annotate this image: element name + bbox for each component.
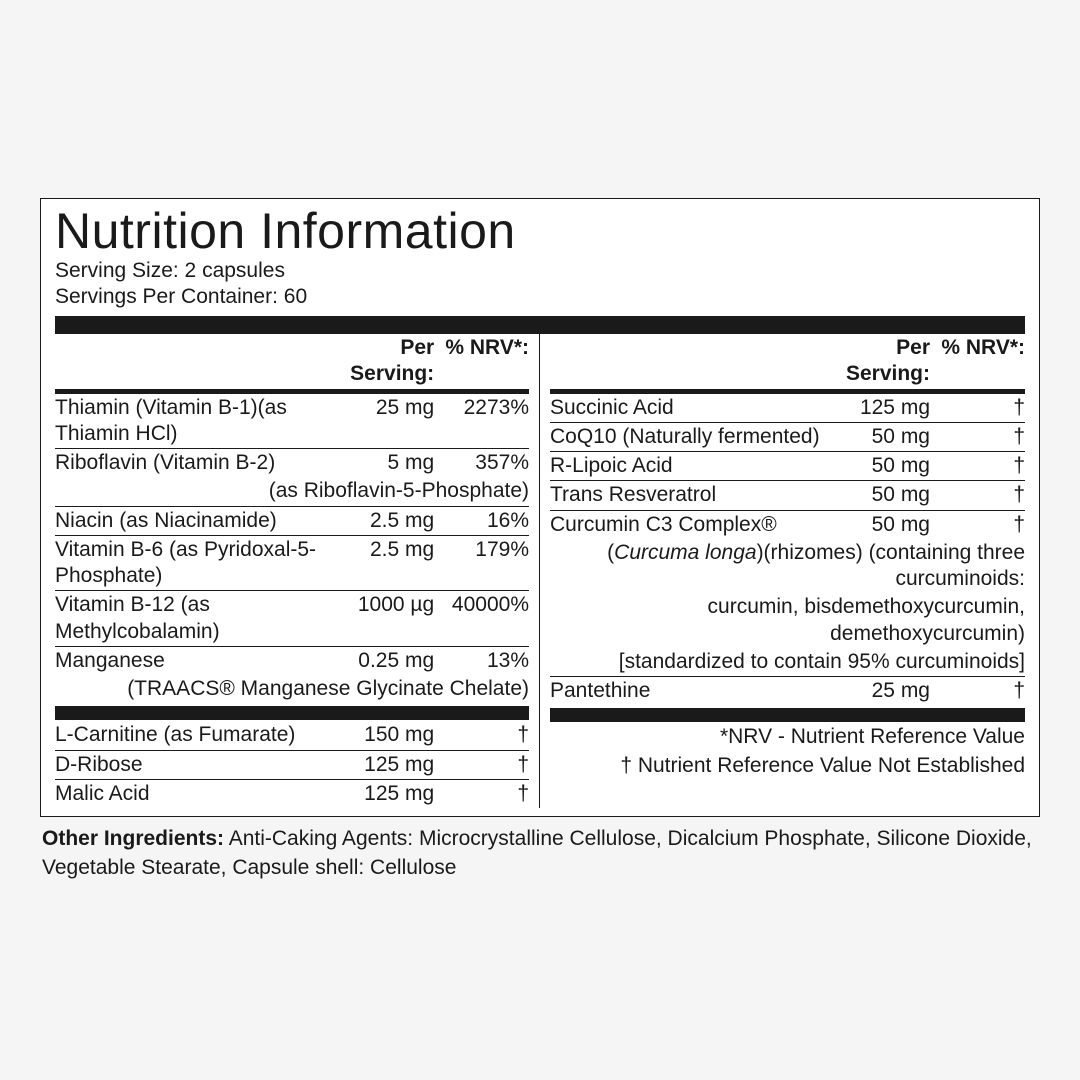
nutrient-amount: 125 mg: [826, 391, 931, 422]
nutrition-table-right: Per Serving: % NRV*: Succinic Acid125 mg…: [550, 334, 1025, 780]
nutrition-panel: Nutrition Information Serving Size: 2 ca…: [40, 198, 1040, 817]
table-row: CoQ10 (Naturally fermented)50 mg†: [550, 422, 1025, 451]
nutrient-nrv: 179%: [434, 535, 529, 591]
table-row: Niacin (as Niacinamide)2.5 mg16%: [55, 506, 529, 535]
nutrient-amount: 5 mg: [330, 449, 434, 478]
panel-title: Nutrition Information: [55, 205, 1025, 258]
nutrient-nrv: 2273%: [434, 391, 529, 449]
nutrition-panel-wrap: Nutrition Information Serving Size: 2 ca…: [40, 198, 1040, 882]
nutrient-nrv: †: [930, 481, 1025, 510]
footnote: *NRV - Nutrient Reference Value: [550, 723, 1025, 751]
header-bar: [55, 316, 1025, 334]
col-nrv: % NRV*:: [434, 334, 529, 391]
other-ingredients: Other Ingredients: Anti-Caking Agents: M…: [40, 825, 1040, 882]
nutrient-nrv: 357%: [434, 449, 529, 478]
nutrient-name: CoQ10 (Naturally fermented): [550, 422, 826, 451]
nutrient-name: Niacin (as Niacinamide): [55, 506, 330, 535]
nutrient-name: Malic Acid: [55, 779, 330, 808]
nutrient-name: Succinic Acid: [550, 391, 826, 422]
nutrient-amount: 25 mg: [330, 391, 434, 449]
col-nrv: % NRV*:: [930, 334, 1025, 391]
table-row: Malic Acid125 mg†: [55, 779, 529, 808]
nutrient-name: D-Ribose: [55, 750, 330, 779]
servings-per-container: Servings Per Container: 60: [55, 284, 1025, 310]
other-ingredients-label: Other Ingredients:: [42, 827, 224, 850]
nutrient-amount: 25 mg: [826, 677, 931, 706]
table-row: † Nutrient Reference Value Not Establish…: [550, 752, 1025, 780]
table-row: L-Carnitine (as Fumarate)150 mg†: [55, 721, 529, 750]
nutrient-amount: 50 mg: [826, 510, 931, 539]
nutrient-nrv: †: [930, 422, 1025, 451]
footnote: † Nutrient Reference Value Not Establish…: [550, 752, 1025, 780]
serving-size: Serving Size: 2 capsules: [55, 258, 1025, 284]
table-row: [standardized to contain 95% curcuminoid…: [550, 648, 1025, 677]
nutrient-subline: (Curcuma longa)(rhizomes) (containing th…: [550, 539, 1025, 594]
table-row: Manganese0.25 mg13%: [55, 646, 529, 675]
nutrient-nrv: †: [930, 677, 1025, 706]
nutrient-amount: 50 mg: [826, 452, 931, 481]
nutrient-amount: 50 mg: [826, 481, 931, 510]
table-row: curcumin, bisdemethoxycurcumin, demethox…: [550, 593, 1025, 648]
nutrient-name: Pantethine: [550, 677, 826, 706]
table-row: Thiamin (Vitamin B-1)(as Thiamin HCl)25 …: [55, 391, 529, 449]
table-row: [550, 705, 1025, 723]
nutrient-amount: 1000 µg: [330, 591, 434, 647]
table-row: Vitamin B-6 (as Pyridoxal-5-Phosphate)2.…: [55, 535, 529, 591]
nutrient-amount: 50 mg: [826, 422, 931, 451]
table-row: [55, 703, 529, 721]
nutrient-subline: (TRAACS® Manganese Glycinate Chelate): [55, 675, 529, 703]
nutrient-amount: 0.25 mg: [330, 646, 434, 675]
nutrient-nrv: 40000%: [434, 591, 529, 647]
table-row: (TRAACS® Manganese Glycinate Chelate): [55, 675, 529, 703]
nutrient-amount: 125 mg: [330, 750, 434, 779]
nutrient-nrv: 16%: [434, 506, 529, 535]
nutrient-nrv: †: [434, 779, 529, 808]
nutrient-amount: 2.5 mg: [330, 506, 434, 535]
nutrient-name: Vitamin B-6 (as Pyridoxal-5-Phosphate): [55, 535, 330, 591]
nutrient-name: Thiamin (Vitamin B-1)(as Thiamin HCl): [55, 391, 330, 449]
nutrient-nrv: †: [930, 452, 1025, 481]
col-per-serving: Per Serving:: [826, 334, 931, 391]
nutrient-name: L-Carnitine (as Fumarate): [55, 721, 330, 750]
table-row: Riboflavin (Vitamin B-2)5 mg357%: [55, 449, 529, 478]
nutrient-name: Trans Resveratrol: [550, 481, 826, 510]
nutrient-nrv: 13%: [434, 646, 529, 675]
nutrient-nrv: †: [434, 750, 529, 779]
nutrient-name: Vitamin B-12 (as Methylcobalamin): [55, 591, 330, 647]
right-column: Per Serving: % NRV*: Succinic Acid125 mg…: [540, 334, 1025, 808]
nutrient-amount: 2.5 mg: [330, 535, 434, 591]
table-row: Vitamin B-12 (as Methylcobalamin)1000 µg…: [55, 591, 529, 647]
table-row: R-Lipoic Acid50 mg†: [550, 452, 1025, 481]
nutrient-subline: (as Riboflavin-5-Phosphate): [55, 477, 529, 506]
nutrient-amount: 125 mg: [330, 779, 434, 808]
nutrient-amount: 150 mg: [330, 721, 434, 750]
table-row: (as Riboflavin-5-Phosphate): [55, 477, 529, 506]
nutrient-subline: [standardized to contain 95% curcuminoid…: [550, 648, 1025, 677]
nutrient-name: R-Lipoic Acid: [550, 452, 826, 481]
table-row: Curcumin C3 Complex®50 mg†: [550, 510, 1025, 539]
table-row: D-Ribose125 mg†: [55, 750, 529, 779]
nutrient-name: Curcumin C3 Complex®: [550, 510, 826, 539]
table-row: Pantethine25 mg†: [550, 677, 1025, 706]
table-row: (Curcuma longa)(rhizomes) (containing th…: [550, 539, 1025, 594]
columns: Per Serving: % NRV*: Thiamin (Vitamin B-…: [55, 334, 1025, 808]
table-row: *NRV - Nutrient Reference Value: [550, 723, 1025, 751]
table-row: Trans Resveratrol50 mg†: [550, 481, 1025, 510]
nutrient-name: Manganese: [55, 646, 330, 675]
table-row: Succinic Acid125 mg†: [550, 391, 1025, 422]
col-per-serving: Per Serving:: [330, 334, 434, 391]
nutrient-subline: curcumin, bisdemethoxycurcumin, demethox…: [550, 593, 1025, 648]
left-column: Per Serving: % NRV*: Thiamin (Vitamin B-…: [55, 334, 540, 808]
nutrition-table-left: Per Serving: % NRV*: Thiamin (Vitamin B-…: [55, 334, 529, 808]
nutrient-nrv: †: [434, 721, 529, 750]
nutrient-nrv: †: [930, 510, 1025, 539]
nutrient-name: Riboflavin (Vitamin B-2): [55, 449, 330, 478]
nutrient-nrv: †: [930, 391, 1025, 422]
